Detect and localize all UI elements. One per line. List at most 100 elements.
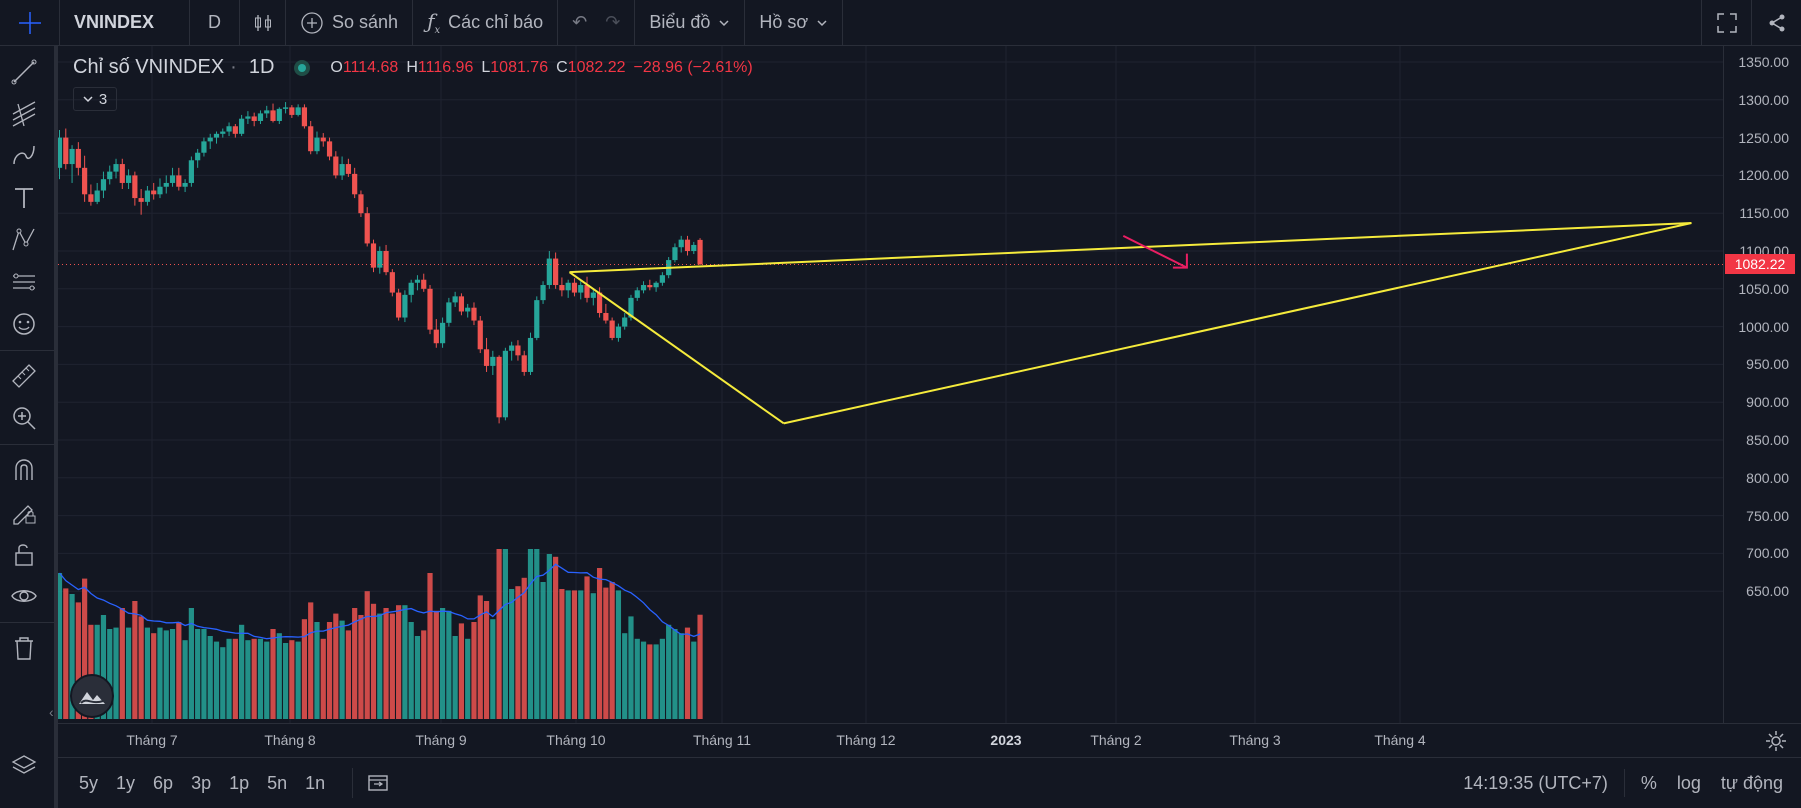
prediction-tool-icon[interactable] (8, 266, 40, 298)
volume-bar (509, 589, 515, 719)
volume-bar (169, 629, 176, 719)
candle-body (571, 282, 578, 293)
candle-body (345, 164, 351, 174)
period-button[interactable]: 1n (305, 772, 326, 793)
date-range-button[interactable] (352, 768, 389, 798)
volume-bar (439, 608, 446, 719)
volume-bar (88, 624, 94, 719)
period-button[interactable]: 1y (116, 772, 136, 793)
eye-icon[interactable] (8, 580, 40, 612)
crosshair-button[interactable] (0, 0, 60, 46)
volume-bar (69, 594, 75, 719)
trendline (569, 222, 1692, 274)
clock[interactable]: 14:19:35 (UTC+7) (1463, 772, 1608, 793)
pattern-tool-icon[interactable] (8, 224, 40, 256)
volume-bar (465, 638, 471, 719)
high-label: H (406, 58, 418, 76)
undo-icon[interactable]: ↶ (572, 12, 588, 32)
chart-settings-button[interactable] (1765, 730, 1787, 755)
candle-body (509, 345, 515, 351)
volume-bar (326, 622, 333, 719)
candle-body (521, 355, 527, 372)
candle-body (176, 175, 182, 187)
brush-icon[interactable] (8, 140, 40, 172)
period-button[interactable]: 1p (229, 772, 250, 793)
fib-tool-icon[interactable] (8, 98, 40, 130)
auto-toggle[interactable]: tự động (1720, 772, 1783, 793)
ruler-icon[interactable] (8, 360, 40, 392)
market-status-icon (294, 59, 311, 76)
candle-body (408, 282, 414, 295)
zoom-in-icon[interactable] (8, 402, 40, 434)
time-axis[interactable]: Tháng 7 Tháng 8 Tháng 9 Tháng 10 Tháng 11 Thá… (58, 723, 1801, 757)
candlestick-chart[interactable] (58, 46, 1723, 723)
period-button[interactable]: 3p (191, 772, 212, 793)
trash-icon[interactable] (8, 632, 40, 664)
log-toggle[interactable]: log (1676, 772, 1701, 793)
candle-body (383, 251, 389, 273)
candle-body (653, 282, 659, 288)
unlock-icon[interactable] (8, 538, 40, 570)
period-button[interactable]: 5n (267, 772, 288, 793)
volume-bar (207, 636, 213, 719)
volume-bar (144, 627, 151, 719)
close-value: 1082.22 (567, 58, 626, 76)
profile-menu-button[interactable]: Hồ sơ (745, 0, 844, 46)
volume-bar (257, 638, 264, 719)
candle-body (352, 173, 358, 195)
candle-body (75, 148, 81, 168)
logo-badge[interactable] (70, 674, 114, 718)
candle-body (458, 296, 465, 312)
indicators-toggle[interactable]: 3 (73, 87, 117, 111)
volume-bar (100, 615, 107, 719)
period-button[interactable]: 5y (79, 772, 99, 793)
volume-bar (590, 593, 596, 719)
price-axis[interactable]: 1350.00 1300.00 1250.00 1200.00 1150.00 1100.… (1723, 46, 1801, 723)
change-value: −28.96 (−2.61%) (633, 58, 753, 76)
magnet-icon[interactable] (8, 454, 40, 486)
redo-icon[interactable]: ↷ (605, 12, 621, 32)
low-label: L (481, 58, 491, 76)
candle-body (264, 110, 270, 114)
candle-body (58, 137, 63, 168)
price-tick-label: 850.00 (1746, 432, 1789, 448)
legend-title: Chỉ số VNINDEX (73, 56, 225, 78)
volume-bar (653, 644, 659, 719)
candle-body (245, 116, 251, 119)
volume-bar (421, 630, 427, 719)
chart-menu-button[interactable]: Biểu đồ (635, 0, 746, 46)
object-tree-icon[interactable] (8, 750, 40, 782)
candle-body (452, 296, 458, 303)
share-button[interactable] (1751, 0, 1801, 46)
lock-drawing-icon[interactable] (8, 496, 40, 528)
fullscreen-button[interactable] (1701, 0, 1751, 46)
interval-label: D (208, 12, 221, 32)
candle-body (553, 258, 559, 286)
compare-button[interactable]: So sánh (286, 0, 414, 46)
volume-bar (666, 624, 672, 719)
volume-bar (251, 638, 257, 719)
interval-button[interactable]: D (190, 0, 240, 46)
chart-style-button[interactable] (240, 0, 286, 46)
price-tick-label: 1150.00 (1739, 205, 1789, 222)
collapse-toolbar-icon[interactable]: ‹ (49, 704, 54, 720)
text-tool-icon[interactable] (8, 182, 40, 214)
percent-toggle[interactable]: % (1640, 772, 1657, 793)
volume-bar (640, 641, 647, 719)
candle-body (439, 322, 446, 344)
share-icon (1769, 14, 1784, 31)
trend-line-icon[interactable] (8, 56, 40, 88)
period-button[interactable]: 6p (153, 772, 174, 793)
volume-bar (615, 590, 622, 719)
candle-body (414, 279, 421, 283)
indicators-button[interactable]: ƒx Các chỉ báo (413, 0, 559, 46)
time-tick-label: Tháng 7 (126, 732, 178, 748)
price-tick-label: 750.00 (1746, 507, 1789, 524)
volume-bar (377, 613, 383, 719)
candle-body (301, 107, 308, 127)
emoji-icon[interactable] (8, 308, 40, 340)
price-tick-label: 1250.00 (1738, 129, 1789, 146)
volume-bar (75, 602, 81, 719)
volume-bar (609, 582, 615, 719)
symbol-search-button[interactable]: VNINDEX (60, 0, 190, 46)
